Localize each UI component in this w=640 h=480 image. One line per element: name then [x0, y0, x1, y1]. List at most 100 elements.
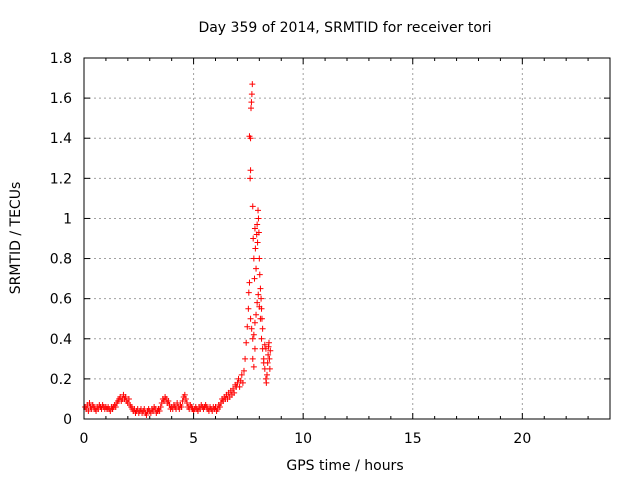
- data-point: [261, 341, 268, 348]
- data-point: [184, 399, 191, 406]
- data-point: [179, 397, 186, 404]
- data-point: [165, 397, 172, 404]
- data-point: [178, 403, 185, 410]
- data-point: [256, 255, 263, 262]
- data-point: [250, 331, 257, 338]
- y-tick-labels: 0 0.2 0.4 0.6 0.8 1 1.2 1.4 1.6 1.8: [50, 51, 72, 428]
- data-point: [261, 365, 268, 372]
- data-point: [250, 363, 257, 370]
- y-tick-label: 0.2: [50, 372, 72, 388]
- data-point: [248, 99, 255, 106]
- data-point: [259, 325, 266, 332]
- data-point: [244, 323, 251, 330]
- axis-ticks: [83, 57, 610, 420]
- data-point: [122, 393, 129, 400]
- data-point: [256, 271, 263, 278]
- data-point: [246, 279, 253, 286]
- x-tick-label: 10: [294, 431, 312, 447]
- data-point: [257, 285, 264, 292]
- data-point: [251, 225, 258, 232]
- data-point: [253, 311, 260, 318]
- data-point: [265, 339, 272, 346]
- data-point: [258, 335, 265, 342]
- x-tick-label: 5: [189, 431, 198, 447]
- y-tick-label: 1.2: [50, 171, 72, 187]
- data-point: [247, 167, 254, 174]
- data-point: [236, 383, 243, 390]
- data-point: [249, 335, 256, 342]
- data-point: [248, 105, 255, 112]
- data-point: [258, 295, 265, 302]
- y-tick-label: 0.8: [50, 252, 72, 268]
- y-tick-label: 1.6: [50, 91, 72, 107]
- data-point: [174, 399, 181, 406]
- data-point: [242, 355, 249, 362]
- data-point: [216, 403, 223, 410]
- data-point: [182, 395, 189, 402]
- data-point: [243, 339, 250, 346]
- data-point: [255, 291, 262, 298]
- data-point: [263, 379, 270, 386]
- data-point: [257, 315, 264, 322]
- x-axis-label: GPS time / hours: [286, 458, 403, 474]
- data-point: [254, 239, 261, 246]
- data-point: [265, 351, 272, 358]
- chart-title: Day 359 of 2014, SRMTID for receiver tor…: [198, 20, 491, 36]
- x-tick-labels: 0 5 10 15 20: [80, 431, 532, 447]
- y-tick-label: 0.4: [50, 332, 72, 348]
- data-point: [245, 305, 252, 312]
- data-point: [247, 315, 254, 322]
- data-point: [255, 229, 262, 236]
- data-point: [249, 203, 256, 210]
- data-point: [125, 395, 132, 402]
- data-point: [240, 367, 247, 374]
- data-point: [245, 289, 252, 296]
- x-tick-label: 15: [404, 431, 422, 447]
- data-point: [251, 319, 258, 326]
- data-point: [267, 347, 274, 354]
- y-tick-label: 0: [63, 412, 72, 428]
- data-point: [253, 265, 260, 272]
- grid-lines: [84, 58, 610, 419]
- data-point: [112, 403, 119, 410]
- data-point: [260, 359, 267, 366]
- data-point: [156, 407, 163, 414]
- data-point: [255, 207, 262, 214]
- data-point: [266, 355, 273, 362]
- x-tick-label: 20: [513, 431, 531, 447]
- data-point: [252, 245, 259, 252]
- y-tick-label: 1.4: [50, 131, 72, 147]
- data-point: [249, 355, 256, 362]
- y-tick-label: 1: [63, 211, 72, 227]
- data-point: [143, 411, 150, 418]
- x-tick-label: 0: [80, 431, 89, 447]
- data-point: [234, 379, 241, 386]
- data-point: [256, 303, 263, 310]
- data-point: [247, 175, 254, 182]
- data-point: [239, 379, 246, 386]
- data-point: [262, 345, 269, 352]
- y-tick-label: 1.8: [50, 51, 72, 67]
- data-point: [238, 371, 245, 378]
- data-point: [264, 371, 271, 378]
- data-point: [181, 391, 188, 398]
- data-point: [246, 133, 253, 140]
- data-point: [251, 275, 258, 282]
- data-points: [82, 81, 274, 418]
- data-point: [250, 255, 257, 262]
- data-point: [250, 235, 257, 242]
- data-point: [251, 345, 258, 352]
- data-point: [255, 215, 262, 222]
- data-point: [266, 365, 273, 372]
- data-point: [231, 389, 238, 396]
- data-point: [86, 399, 93, 406]
- data-point: [254, 299, 261, 306]
- y-axis-label: SRMTID / TECUs: [8, 182, 24, 295]
- data-point: [157, 403, 164, 410]
- data-point: [85, 407, 92, 414]
- data-point: [230, 385, 237, 392]
- y-tick-label: 0.6: [50, 292, 72, 308]
- data-point: [248, 325, 255, 332]
